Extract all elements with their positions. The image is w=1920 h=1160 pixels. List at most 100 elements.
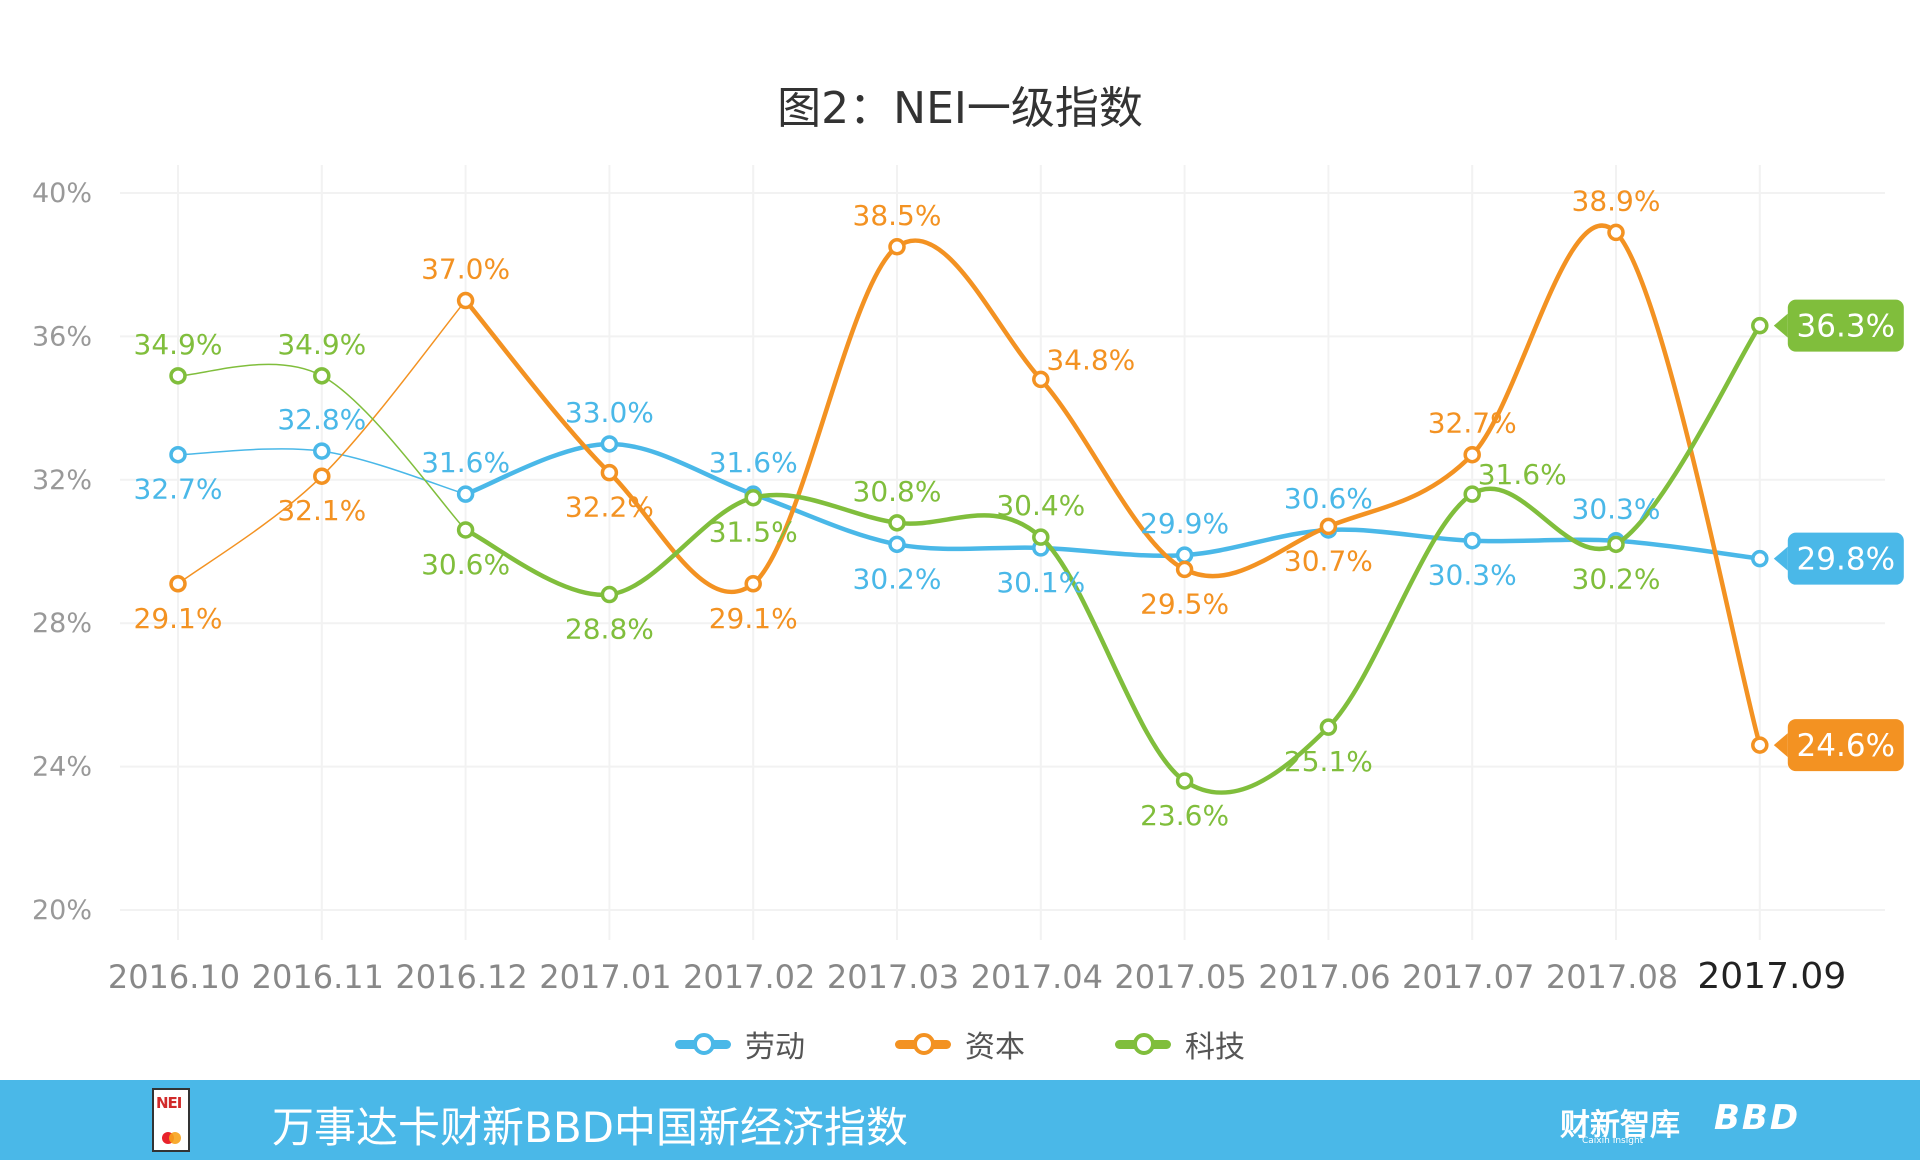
data-label: 30.3% bbox=[1428, 559, 1517, 592]
data-label: 30.6% bbox=[421, 548, 510, 581]
series-layer bbox=[169, 223, 1769, 795]
data-label: 30.7% bbox=[1284, 544, 1373, 577]
data-label: 34.8% bbox=[1046, 343, 1135, 376]
x-tick-label: 2017.06 bbox=[1258, 958, 1390, 996]
caixin-insight-logo: 财新智库 bbox=[1560, 1108, 1680, 1143]
data-point-capital bbox=[888, 238, 906, 256]
x-tick-label: 2017.02 bbox=[683, 958, 815, 996]
end-badge-pointer bbox=[1773, 546, 1788, 571]
data-point-labor bbox=[1463, 531, 1481, 550]
data-label: 30.3% bbox=[1572, 493, 1661, 526]
series-line-capital bbox=[463, 223, 1762, 746]
bbd-logo: BBD bbox=[1714, 1098, 1801, 1138]
data-label: 32.7% bbox=[1428, 407, 1517, 440]
legend-item-labor[interactable]: 劳动 bbox=[675, 1022, 805, 1066]
data-label: 28.8% bbox=[565, 613, 654, 646]
y-tick-label: 40% bbox=[32, 178, 92, 209]
end-badge-labor bbox=[1787, 532, 1904, 585]
nei-logo-text: NEI bbox=[156, 1094, 182, 1112]
data-point-capital bbox=[1175, 560, 1194, 579]
x-tick-label: 2016.11 bbox=[252, 958, 384, 996]
data-label: 29.9% bbox=[1140, 507, 1229, 540]
data-point-tech bbox=[456, 521, 475, 539]
data-label: 30.6% bbox=[1284, 482, 1373, 515]
data-point-tech bbox=[1751, 316, 1769, 335]
data-point-tech bbox=[1319, 718, 1338, 736]
data-point-capital bbox=[169, 575, 187, 593]
y-tick-label: 32% bbox=[32, 465, 92, 496]
nei-logo: NEI bbox=[152, 1088, 190, 1152]
end-value-label: 24.6% bbox=[1797, 728, 1895, 764]
data-point-tech bbox=[169, 367, 187, 385]
data-label: 29.1% bbox=[134, 602, 223, 635]
data-label: 32.1% bbox=[277, 494, 366, 527]
caixin-insight-subtitle: Caixin Insight bbox=[1582, 1136, 1644, 1146]
data-label: 29.5% bbox=[1140, 587, 1229, 620]
series-labor bbox=[169, 435, 1769, 568]
data-label: 30.1% bbox=[996, 566, 1085, 599]
data-label: 38.5% bbox=[853, 199, 942, 232]
data-label: 37.0% bbox=[421, 253, 510, 286]
series-line-tech bbox=[464, 324, 1762, 795]
x-tick-label: 2016.10 bbox=[108, 958, 240, 996]
label-layer: 32.7% 32.8% 31.6% 33.0% 31.6% 30.2% 30.1% 29.9%… bbox=[134, 184, 1904, 832]
end-badge-pointer bbox=[1773, 313, 1788, 338]
data-label: 30.2% bbox=[1572, 562, 1661, 595]
data-label: 32.2% bbox=[565, 491, 654, 524]
data-point-labor bbox=[1175, 546, 1194, 564]
legend-label-capital: 资本 bbox=[965, 1030, 1025, 1065]
data-label: 32.8% bbox=[277, 403, 366, 436]
data-point-labor bbox=[456, 485, 475, 503]
y-tick-label: 36% bbox=[32, 321, 92, 352]
data-point-tech bbox=[1607, 535, 1625, 554]
data-point-capital bbox=[1751, 736, 1769, 754]
x-tick-label: 2017.03 bbox=[827, 958, 959, 996]
end-badge-tech bbox=[1787, 299, 1904, 352]
chart-title: 图2：NEI一级指数 bbox=[777, 83, 1143, 134]
x-tick-label: 2016.12 bbox=[395, 958, 527, 996]
data-point-labor bbox=[600, 435, 619, 453]
legend-swatch-labor bbox=[675, 1033, 731, 1055]
axis-layer: 20% 24% 28% 32% 36% 40% 2016.10 2016.11 2016.12 2… bbox=[32, 178, 1846, 997]
footer-banner: NEI 万事达卡财新BBD中国新经济指数 财新智库 Caixin Insight… bbox=[0, 1080, 1920, 1160]
data-label: 34.9% bbox=[134, 328, 223, 361]
data-point-capital bbox=[1319, 517, 1338, 536]
data-label: 31.6% bbox=[421, 446, 510, 479]
end-value-label: 29.8% bbox=[1797, 542, 1895, 578]
data-point-capital bbox=[1032, 370, 1050, 389]
footer-title: 万事达卡财新BBD中国新经济指数 bbox=[272, 1103, 908, 1152]
data-point-labor bbox=[313, 442, 331, 460]
data-label: 29.1% bbox=[709, 602, 798, 635]
data-label: 31.6% bbox=[709, 446, 798, 479]
data-label: 34.9% bbox=[277, 328, 366, 361]
data-point-capital bbox=[1607, 223, 1625, 242]
line-chart: 20% 24% 28% 32% 36% 40% 2016.10 2016.11 2016.12 2… bbox=[32, 165, 1904, 997]
end-badge-pointer bbox=[1773, 733, 1788, 758]
legend-item-tech[interactable]: 科技 bbox=[1115, 1022, 1245, 1066]
series-tech bbox=[169, 316, 1769, 795]
data-point-capital bbox=[1463, 445, 1481, 464]
x-tick-label: 2017.05 bbox=[1114, 958, 1246, 996]
series-line-labor bbox=[464, 441, 1761, 561]
x-tick-label: 2017.04 bbox=[971, 958, 1103, 996]
data-label: 23.6% bbox=[1140, 799, 1229, 832]
data-point-tech bbox=[744, 488, 762, 507]
series-capital bbox=[169, 223, 1769, 754]
data-point-tech bbox=[888, 514, 906, 532]
data-point-capital bbox=[456, 291, 475, 310]
y-tick-label: 24% bbox=[32, 752, 92, 783]
data-label: 31.6% bbox=[1478, 458, 1567, 491]
legend-label-tech: 科技 bbox=[1185, 1030, 1245, 1065]
data-point-tech bbox=[313, 367, 331, 385]
x-tick-label: 2017.09 bbox=[1697, 956, 1846, 997]
end-value-label: 36.3% bbox=[1797, 309, 1895, 345]
end-badge-capital bbox=[1787, 719, 1904, 772]
data-point-capital bbox=[313, 467, 331, 485]
x-tick-label: 2017.01 bbox=[539, 958, 671, 996]
mastercard-yellow-circle-icon bbox=[169, 1132, 181, 1144]
y-tick-label: 28% bbox=[32, 608, 92, 639]
data-label: 38.9% bbox=[1572, 184, 1661, 217]
legend-item-capital[interactable]: 资本 bbox=[895, 1022, 1025, 1066]
data-point-tech bbox=[600, 585, 619, 604]
data-point-capital bbox=[600, 463, 619, 482]
